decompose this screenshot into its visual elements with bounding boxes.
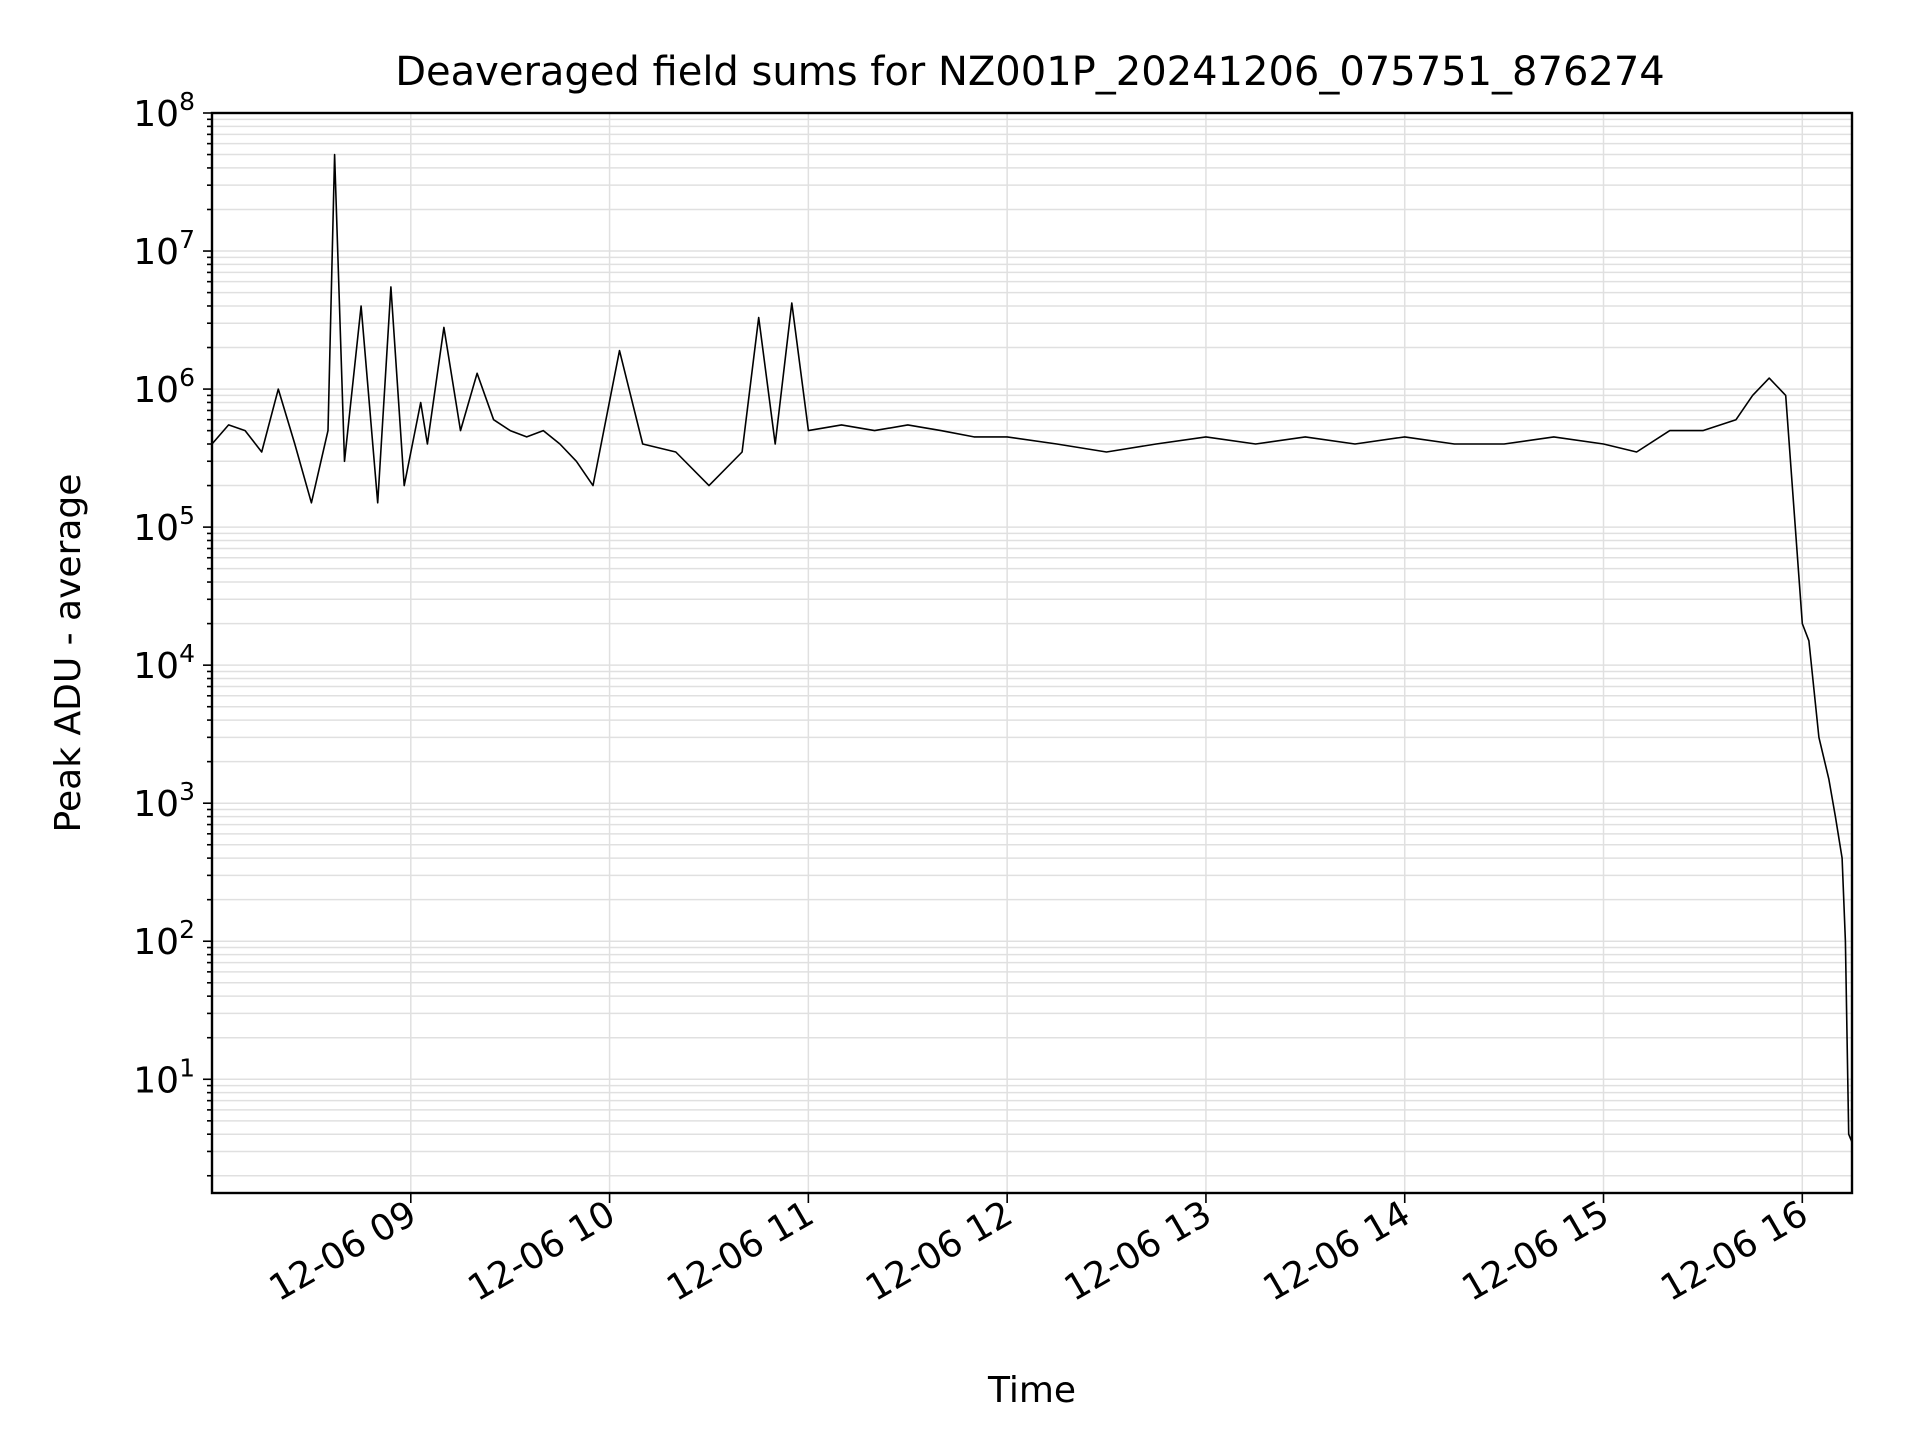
y-tick-exponent: 4 <box>179 639 195 668</box>
y-tick-base: 10 <box>133 784 179 825</box>
y-tick-base: 10 <box>133 646 179 687</box>
x-tick-label: 12-06 15 <box>1455 1193 1616 1309</box>
x-ticks: 12-06 09 12-06 10 12-06 11 12-06 12 12-06 13… <box>263 1193 1815 1310</box>
x-tick-label: 12-06 12 <box>859 1193 1020 1309</box>
y-tick-exponent: 6 <box>179 363 195 392</box>
y-tick-label: 104 <box>133 639 195 687</box>
y-tick-exponent: 2 <box>179 915 195 944</box>
chart-title: Deaveraged field sums for NZ001P_2024120… <box>395 49 1665 95</box>
y-axis-label: Peak ADU - average <box>48 474 89 833</box>
y-tick-label: 107 <box>133 225 195 273</box>
x-tick-label: 12-06 09 <box>263 1193 424 1309</box>
plot-frame <box>210 111 1854 1195</box>
y-tick-base: 10 <box>133 370 179 411</box>
x-tick-label: 12-06 10 <box>461 1193 622 1309</box>
y-tick-base: 10 <box>133 232 179 273</box>
y-tick-exponent: 3 <box>179 777 195 806</box>
x-axis-label: Time <box>987 1370 1076 1411</box>
y-tick-base: 10 <box>133 1060 179 1101</box>
y-tick-label: 101 <box>133 1053 195 1101</box>
y-tick-base: 10 <box>133 922 179 963</box>
y-tick-exponent: 1 <box>179 1053 195 1082</box>
x-tick-label: 12-06 11 <box>660 1193 821 1309</box>
series-line <box>211 153 1853 1143</box>
y-tick-exponent: 8 <box>179 87 195 116</box>
y-tick-base: 10 <box>133 508 179 549</box>
x-tick-label: 12-06 13 <box>1058 1193 1219 1309</box>
y-tick-exponent: 7 <box>179 225 195 254</box>
x-tick-label: 12-06 16 <box>1654 1193 1815 1309</box>
y-tick-label: 103 <box>133 777 195 825</box>
grid-lines <box>212 113 1852 1193</box>
x-tick-label: 12-06 14 <box>1257 1193 1418 1309</box>
y-tick-base: 10 <box>133 94 179 135</box>
y-tick-label: 108 <box>133 87 195 135</box>
y-tick-exponent: 5 <box>179 501 195 530</box>
y-tick-label: 105 <box>133 501 195 549</box>
y-tick-label: 106 <box>133 363 195 411</box>
y-tick-label: 102 <box>133 915 195 963</box>
